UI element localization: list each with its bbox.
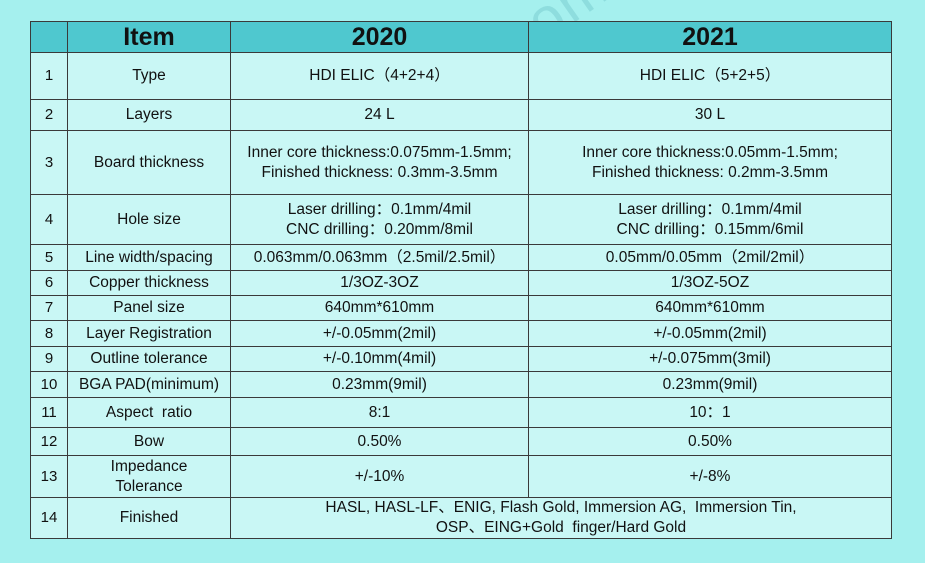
header-row: Item 2020 2021 <box>30 21 892 53</box>
row-merged-line: OSP、EING+Gold finger/Hard Gold <box>435 519 687 536</box>
row-2020-line: Laser drilling：0.1mm/4mil <box>287 200 472 218</box>
row-number: 14 <box>30 497 68 539</box>
table-row: 3 Board thickness Inner core thickness:0… <box>30 130 892 195</box>
row-number: 12 <box>30 427 68 456</box>
row-item: Bow <box>67 427 231 456</box>
row-2020-line: Finished thickness: 0.3mm-3.5mm <box>261 163 498 181</box>
row-2020: 1/3OZ-3OZ <box>230 270 529 296</box>
row-2021: 0.50% <box>528 427 892 456</box>
row-merged-line: HASL, HASL-LF、ENIG, Flash Gold, Immersio… <box>325 499 797 516</box>
row-number: 13 <box>30 455 68 498</box>
row-number: 6 <box>30 270 68 296</box>
row-item: Board thickness <box>67 130 231 195</box>
row-2020: +/-10% <box>230 455 529 498</box>
row-item: Impedance Tolerance <box>67 455 231 498</box>
row-2021: Inner core thickness:0.05mm-1.5mm; Finis… <box>528 130 892 195</box>
row-number: 8 <box>30 320 68 347</box>
header-num <box>30 21 68 53</box>
row-number: 3 <box>30 130 68 195</box>
row-2021: 640mm*610mm <box>528 295 892 321</box>
row-2021: 1/3OZ-5OZ <box>528 270 892 296</box>
row-number: 5 <box>30 244 68 271</box>
table-row: 4 Hole size Laser drilling：0.1mm/4mil CN… <box>30 194 892 245</box>
row-2021-line: Finished thickness: 0.2mm-3.5mm <box>591 163 829 181</box>
row-number: 1 <box>30 52 68 100</box>
row-item: BGA PAD(minimum) <box>67 371 231 398</box>
row-2020: 24 L <box>230 99 529 131</box>
row-2020: 0.50% <box>230 427 529 456</box>
table-row: 8 Layer Registration +/-0.05mm(2mil) +/-… <box>30 320 892 347</box>
row-2020: Inner core thickness:0.075mm-1.5mm; Fini… <box>230 130 529 195</box>
row-2020: +/-0.10mm(4mil) <box>230 346 529 372</box>
row-2020: 8:1 <box>230 397 529 428</box>
table-row: 10 BGA PAD(minimum) 0.23mm(9mil) 0.23mm(… <box>30 371 892 398</box>
header-2020: 2020 <box>230 21 529 53</box>
row-2021: 0.05mm/0.05mm（2mil/2mil） <box>528 244 892 271</box>
table-row: 14 Finished HASL, HASL-LF、ENIG, Flash Go… <box>30 497 892 539</box>
row-2021-line: Laser drilling：0.1mm/4mil <box>618 200 802 218</box>
row-2021: HDI ELIC（5+2+5） <box>528 52 892 100</box>
row-2020-line: CNC drilling：0.20mm/8mil <box>286 220 473 238</box>
spec-table-container: Item 2020 2021 1 Type HDI ELIC（4+2+4） HD… <box>30 21 892 539</box>
row-2021: 10：1 <box>528 397 892 428</box>
row-item: Layers <box>67 99 231 131</box>
row-item: Layer Registration <box>67 320 231 347</box>
table-row: 5 Line width/spacing 0.063mm/0.063mm（2.5… <box>30 244 892 271</box>
row-number: 4 <box>30 194 68 245</box>
table-row: 11 Aspect ratio 8:1 10：1 <box>30 397 892 428</box>
row-item-line: Tolerance <box>115 477 183 495</box>
row-2021-line: Inner core thickness:0.05mm-1.5mm; <box>582 143 838 161</box>
row-item: Line width/spacing <box>67 244 231 271</box>
row-2020: +/-0.05mm(2mil) <box>230 320 529 347</box>
row-number: 11 <box>30 397 68 428</box>
row-2021: 0.23mm(9mil) <box>528 371 892 398</box>
row-item: Hole size <box>67 194 231 245</box>
table-row: 2 Layers 24 L 30 L <box>30 99 892 131</box>
row-2021: +/-0.05mm(2mil) <box>528 320 892 347</box>
spec-table: Item 2020 2021 1 Type HDI ELIC（4+2+4） HD… <box>30 21 892 539</box>
row-2021: +/-8% <box>528 455 892 498</box>
row-number: 7 <box>30 295 68 321</box>
row-item: Aspect ratio <box>67 397 231 428</box>
row-2020: 640mm*610mm <box>230 295 529 321</box>
row-2021: 30 L <box>528 99 892 131</box>
row-2020: 0.23mm(9mil) <box>230 371 529 398</box>
row-2020: 0.063mm/0.063mm（2.5mil/2.5mil） <box>230 244 529 271</box>
row-item: Outline tolerance <box>67 346 231 372</box>
row-item: Panel size <box>67 295 231 321</box>
row-2021-line: CNC drilling：0.15mm/6mil <box>616 220 804 238</box>
row-item-line: Impedance <box>110 457 188 475</box>
table-row: 12 Bow 0.50% 0.50% <box>30 427 892 456</box>
table-row: 6 Copper thickness 1/3OZ-3OZ 1/3OZ-5OZ <box>30 270 892 296</box>
row-number: 9 <box>30 346 68 372</box>
row-number: 2 <box>30 99 68 131</box>
table-row: 9 Outline tolerance +/-0.10mm(4mil) +/-0… <box>30 346 892 372</box>
row-2021: +/-0.075mm(3mil) <box>528 346 892 372</box>
row-number: 10 <box>30 371 68 398</box>
table-row: 13 Impedance Tolerance +/-10% +/-8% <box>30 455 892 498</box>
table-row: 1 Type HDI ELIC（4+2+4） HDI ELIC（5+2+5） <box>30 52 892 100</box>
header-item: Item <box>67 21 231 53</box>
row-item: Finished <box>67 497 231 539</box>
row-item: Copper thickness <box>67 270 231 296</box>
row-merged: HASL, HASL-LF、ENIG, Flash Gold, Immersio… <box>230 497 892 539</box>
row-2021: Laser drilling：0.1mm/4mil CNC drilling：0… <box>528 194 892 245</box>
row-item: Type <box>67 52 231 100</box>
row-2020: HDI ELIC（4+2+4） <box>230 52 529 100</box>
row-2020-line: Inner core thickness:0.075mm-1.5mm; <box>247 143 512 161</box>
row-2020: Laser drilling：0.1mm/4mil CNC drilling：0… <box>230 194 529 245</box>
header-2021: 2021 <box>528 21 892 53</box>
table-row: 7 Panel size 640mm*610mm 640mm*610mm <box>30 295 892 321</box>
